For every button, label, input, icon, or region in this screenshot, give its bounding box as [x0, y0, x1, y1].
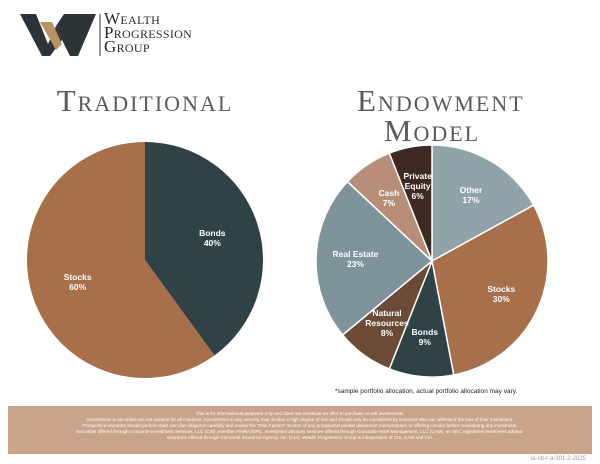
pie-slice	[431, 204, 549, 376]
pie-slice	[431, 144, 535, 263]
disclaimer-line: Insurance offered through Concorde Insur…	[166, 435, 434, 440]
category-label: Bonds	[411, 327, 438, 338]
value-label: 8%	[380, 327, 394, 338]
disclaimer-line: This is for informational purposes only …	[195, 411, 405, 416]
slice-label: Stocks 60%	[50, 272, 106, 292]
value-label: 60%	[69, 281, 87, 292]
disclaimer-line: Prospective investors should perform the…	[82, 423, 518, 428]
category-label: Cash	[378, 187, 400, 198]
slice-label: Stocks 30%	[473, 284, 529, 304]
value-label: 30%	[492, 293, 510, 304]
pie-slice	[315, 180, 434, 336]
slice-label: Natural Resources 8%	[359, 308, 415, 338]
logo	[20, 14, 101, 56]
brand: Wealth Progression Group	[104, 9, 193, 56]
disclaimer: This is for informational purposes only …	[8, 406, 592, 454]
category-label: Private Equity	[403, 170, 432, 191]
brand-line: Wealth	[104, 9, 161, 28]
category-label: Real Estate	[332, 248, 379, 259]
slice-label: Real Estate 23%	[327, 249, 383, 269]
pie-slice	[388, 144, 433, 262]
logo-mark	[20, 14, 62, 56]
slice-label: Bonds 40%	[184, 228, 240, 248]
footnote: *sample portfolio allocation, actual por…	[335, 388, 518, 395]
disclaimer-line: Investments in securities are not suitab…	[86, 417, 514, 422]
chart-title: Endowment Model	[357, 83, 525, 148]
category-label: Natural Resources	[365, 307, 409, 328]
value-label: 40%	[203, 238, 221, 249]
value-label: 9%	[418, 337, 431, 348]
logo-accent	[40, 22, 62, 50]
slice-label: Cash 7%	[361, 188, 417, 208]
value-label: 6%	[411, 190, 424, 201]
slice-label: Other 17%	[443, 185, 499, 205]
disclaimer-line: Securities offered through Concorde Inve…	[76, 429, 524, 434]
category-label: Bonds	[199, 228, 226, 239]
pie-slice	[145, 142, 264, 356]
value-label: 23%	[346, 258, 364, 269]
category-label: Other	[459, 185, 483, 196]
value-label: 7%	[382, 197, 396, 208]
category-label: Stocks	[63, 271, 92, 282]
category-label: Stocks	[487, 283, 516, 294]
slice-label: Private Equity 6%	[390, 171, 446, 201]
pie-slice	[27, 142, 215, 378]
brand-line: Progression	[104, 23, 193, 42]
document-code: ia-sb-r-a-301-2-2025	[530, 456, 586, 462]
logo-mark	[56, 14, 96, 56]
slice-label: Bonds 9%	[397, 327, 453, 347]
brand-line: Group	[104, 37, 150, 56]
value-label: 17%	[462, 195, 480, 206]
chart-title: Traditional	[56, 83, 234, 118]
